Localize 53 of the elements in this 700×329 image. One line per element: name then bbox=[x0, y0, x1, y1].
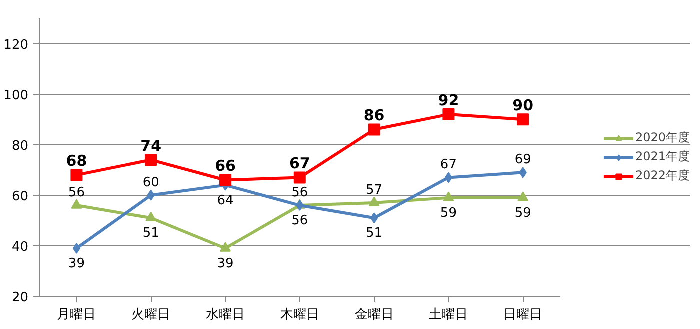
data-label: 67 bbox=[440, 158, 457, 173]
data-label: 56 bbox=[292, 186, 308, 201]
point bbox=[294, 172, 306, 184]
y-tick-label: 40 bbox=[12, 240, 29, 255]
legend-label: 2021年度 bbox=[635, 148, 690, 166]
y-tick-label: 20 bbox=[12, 290, 29, 306]
y-tick-label: 100 bbox=[4, 88, 29, 104]
point bbox=[71, 199, 82, 209]
y-tick-label: 120 bbox=[4, 38, 29, 53]
data-label: 90 bbox=[512, 96, 534, 115]
point bbox=[517, 114, 530, 126]
data-label: 56 bbox=[68, 186, 85, 201]
point bbox=[368, 196, 380, 206]
data-label: 86 bbox=[364, 106, 385, 125]
data-label: 68 bbox=[66, 152, 88, 170]
data-label: 64 bbox=[217, 193, 234, 208]
y-tick-label: 60 bbox=[12, 189, 29, 204]
point bbox=[518, 192, 529, 202]
point bbox=[370, 212, 378, 224]
data-label: 59 bbox=[514, 206, 532, 221]
point bbox=[72, 242, 81, 254]
data-label: 57 bbox=[366, 182, 383, 198]
x-tick-label: 日曜日 bbox=[504, 308, 543, 322]
y-tick-label: 80 bbox=[12, 138, 29, 154]
data-label: 67 bbox=[289, 154, 310, 173]
point bbox=[146, 212, 157, 222]
point bbox=[443, 192, 454, 202]
point bbox=[220, 174, 232, 186]
data-label: 51 bbox=[142, 226, 160, 242]
data-label: 92 bbox=[438, 92, 460, 110]
x-tick-label: 金曜日 bbox=[354, 308, 394, 322]
data-label: 59 bbox=[440, 206, 457, 221]
point bbox=[444, 172, 453, 184]
data-label: 74 bbox=[140, 137, 162, 156]
data-label: 66 bbox=[215, 157, 236, 176]
x-tick-label: 水曜日 bbox=[206, 308, 245, 322]
legend-label: 2020年度 bbox=[635, 130, 690, 146]
data-label: 39 bbox=[68, 256, 85, 272]
point bbox=[145, 154, 158, 166]
data-label: 51 bbox=[366, 226, 383, 242]
point bbox=[368, 124, 380, 136]
data-label: 56 bbox=[292, 214, 308, 229]
data-label: 60 bbox=[142, 175, 160, 190]
x-tick-label: 木曜日 bbox=[280, 308, 320, 322]
data-label: 69 bbox=[514, 152, 532, 168]
data-label: 39 bbox=[217, 256, 234, 272]
x-tick-label: 月曜日 bbox=[57, 308, 96, 322]
point bbox=[70, 169, 83, 182]
point bbox=[220, 242, 231, 252]
x-tick-label: 火曜日 bbox=[132, 308, 171, 322]
x-tick-label: 土曜日 bbox=[429, 308, 468, 322]
legend-label: 2022年度 bbox=[635, 168, 690, 184]
point bbox=[442, 108, 455, 121]
